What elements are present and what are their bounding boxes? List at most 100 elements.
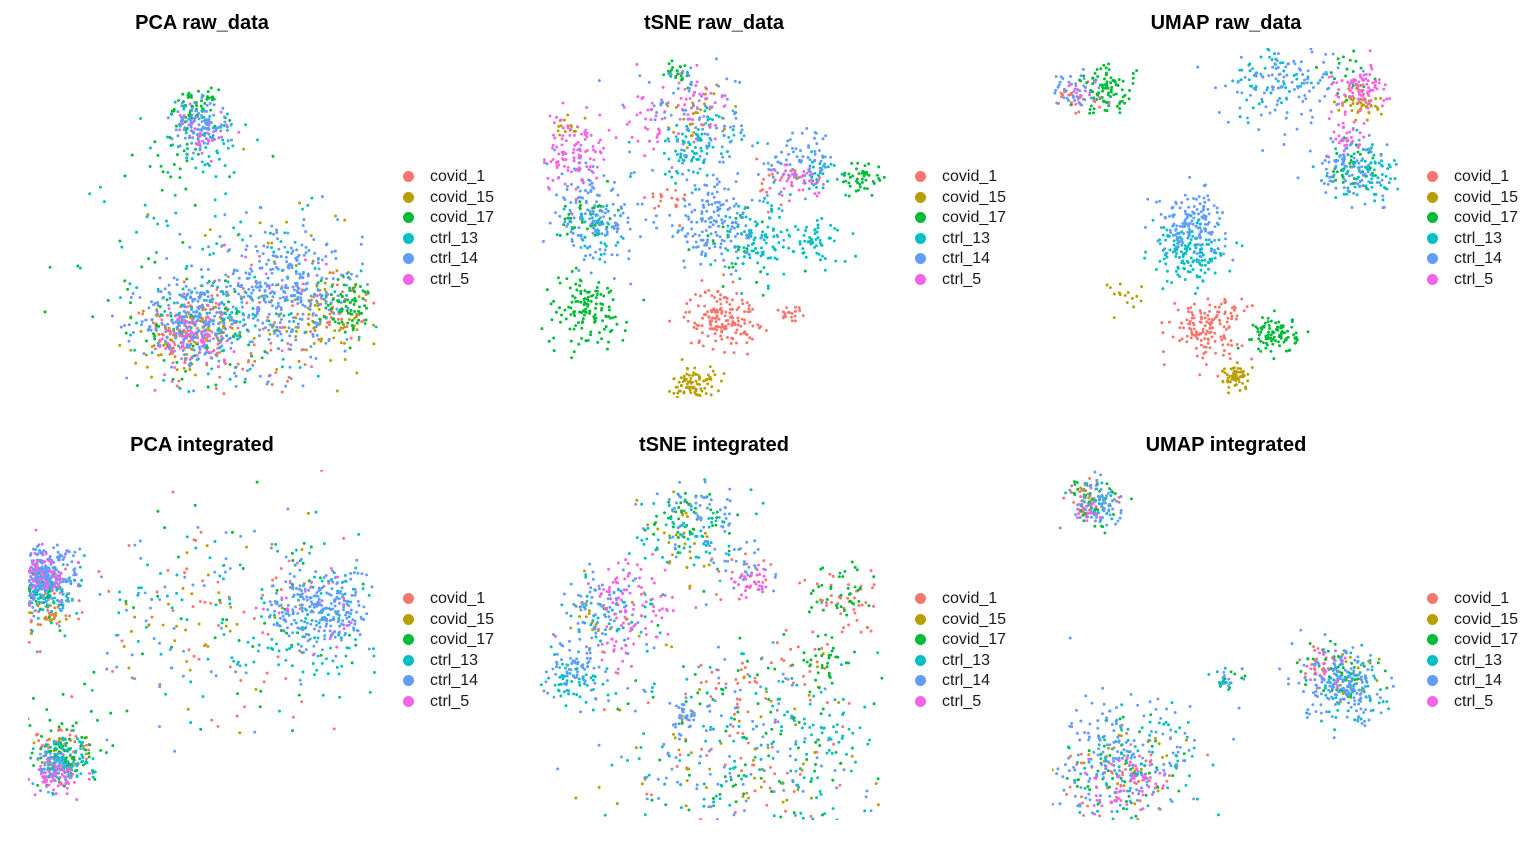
data-point <box>309 365 313 369</box>
data-point <box>644 117 648 121</box>
data-point <box>301 312 305 316</box>
data-point <box>736 172 740 175</box>
data-point <box>862 174 866 178</box>
data-point <box>729 342 733 345</box>
data-point <box>212 251 216 255</box>
data-point <box>127 544 131 547</box>
data-point <box>691 234 695 238</box>
data-point <box>569 201 573 205</box>
data-point <box>1174 269 1178 273</box>
data-point <box>168 338 172 342</box>
data-point <box>1355 128 1359 132</box>
data-point <box>214 387 218 390</box>
data-point <box>280 349 284 353</box>
data-point <box>729 139 733 143</box>
data-point <box>1350 165 1354 169</box>
data-point <box>185 147 189 151</box>
data-point <box>724 214 728 218</box>
data-point <box>294 335 298 338</box>
data-point <box>856 188 860 192</box>
data-point <box>788 163 792 167</box>
data-point <box>635 62 639 66</box>
data-point <box>627 257 631 261</box>
data-point <box>1332 169 1335 173</box>
data-point <box>247 287 251 291</box>
data-point <box>663 110 667 113</box>
data-point <box>704 392 708 395</box>
data-point <box>270 542 274 546</box>
data-point <box>688 143 692 147</box>
data-point <box>761 293 765 297</box>
data-point <box>706 382 710 386</box>
data-point <box>798 308 802 312</box>
data-point <box>1174 255 1178 258</box>
data-point <box>159 353 163 357</box>
data-point <box>1268 111 1272 115</box>
data-point <box>222 124 226 128</box>
data-point <box>1375 180 1379 184</box>
data-point <box>307 248 311 252</box>
data-point <box>816 226 820 230</box>
data-point <box>1257 337 1261 341</box>
data-point <box>809 242 813 246</box>
data-point <box>252 316 255 320</box>
data-point <box>773 178 777 182</box>
data-point <box>51 617 55 621</box>
data-point <box>585 165 589 169</box>
data-point <box>215 149 219 153</box>
data-point <box>560 143 564 147</box>
series-ctrl-14 <box>110 93 369 393</box>
data-point <box>166 135 170 139</box>
data-point <box>1075 91 1079 95</box>
data-point <box>192 654 196 658</box>
data-point <box>273 321 277 325</box>
data-point <box>695 220 699 224</box>
data-point <box>1329 137 1333 140</box>
data-point <box>1378 181 1382 185</box>
data-point <box>793 314 797 318</box>
data-point <box>1227 385 1231 389</box>
data-point <box>864 178 868 182</box>
data-point <box>779 190 783 194</box>
data-point <box>555 145 559 149</box>
data-point <box>305 281 309 285</box>
data-point <box>1334 186 1338 190</box>
data-point <box>1074 102 1078 106</box>
data-point <box>585 106 589 109</box>
data-point <box>814 244 818 248</box>
data-point <box>182 303 186 307</box>
data-point <box>173 355 177 359</box>
data-point <box>765 194 769 197</box>
data-point <box>707 141 711 145</box>
data-point <box>207 154 211 158</box>
data-point <box>732 124 736 128</box>
data-point <box>226 316 230 320</box>
data-point <box>733 235 737 239</box>
data-point <box>295 289 299 293</box>
legend: covid_1 covid_15 covid_17 ctrl_13 ctrl_14 ctr… <box>1426 167 1536 290</box>
data-point <box>134 361 138 365</box>
data-point <box>718 245 722 249</box>
data-point <box>223 164 227 168</box>
data-point <box>174 313 178 317</box>
data-point <box>1103 100 1107 104</box>
data-point <box>799 149 802 153</box>
data-point <box>1282 82 1286 86</box>
data-point <box>1229 367 1233 371</box>
data-point <box>1366 163 1370 167</box>
data-point <box>1371 156 1375 160</box>
data-point <box>715 300 719 303</box>
data-point <box>357 309 360 313</box>
data-point <box>190 130 194 134</box>
data-point <box>1092 111 1096 115</box>
data-point <box>721 129 725 133</box>
data-point <box>700 279 704 283</box>
data-point <box>1180 201 1184 205</box>
data-point <box>740 317 744 321</box>
data-point <box>586 338 590 342</box>
data-point <box>1200 247 1204 251</box>
data-point <box>1257 128 1261 132</box>
data-point <box>1212 248 1216 252</box>
data-point <box>689 376 693 380</box>
data-point <box>1251 323 1255 327</box>
